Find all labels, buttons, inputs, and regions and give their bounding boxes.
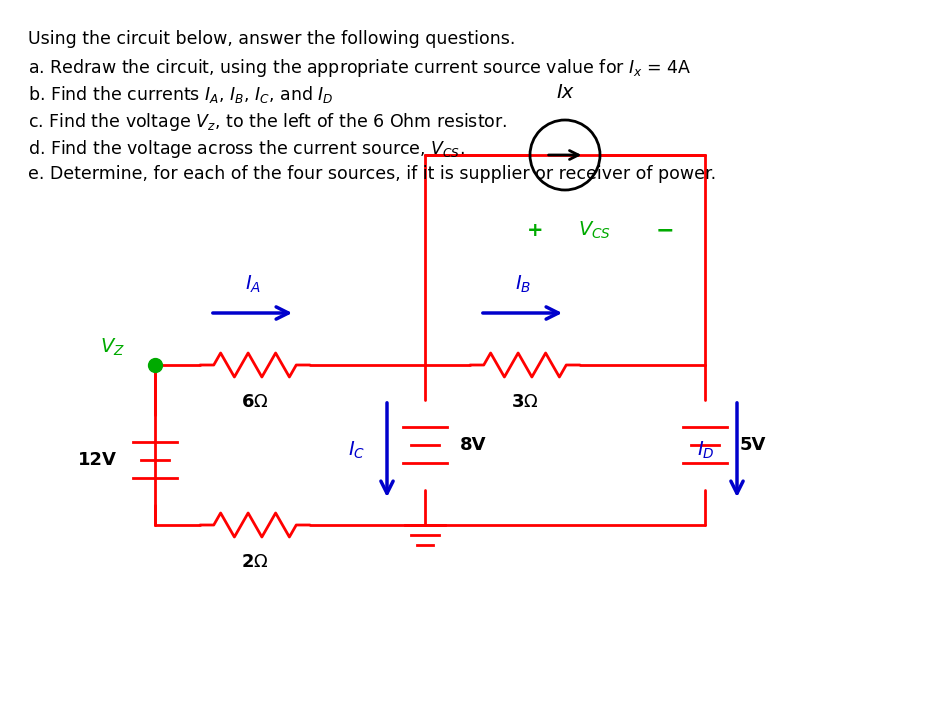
Text: $I_A$: $I_A$ [245,273,261,295]
Text: e. Determine, for each of the four sources, if it is supplier or receiver of pow: e. Determine, for each of the four sourc… [28,165,716,183]
Text: $V_Z$: $V_Z$ [100,337,125,358]
Text: $I_D$: $I_D$ [697,439,715,461]
Text: $V_{CS}$: $V_{CS}$ [578,219,611,241]
Text: Using the circuit below, answer the following questions.: Using the circuit below, answer the foll… [28,30,516,48]
Text: 5V: 5V [740,436,766,454]
Text: Ix: Ix [556,83,573,102]
Text: +: + [527,221,543,239]
Text: a. Redraw the circuit, using the appropriate current source value for $\mathit{I: a. Redraw the circuit, using the appropr… [28,57,692,79]
Text: c. Find the voltage $\mathit{V_z}$, to the left of the 6 Ohm resistor.: c. Find the voltage $\mathit{V_z}$, to t… [28,111,507,133]
Text: 12V: 12V [79,451,117,469]
Text: $I_C$: $I_C$ [348,439,365,461]
Text: 6$\Omega$: 6$\Omega$ [241,393,269,411]
Text: −: − [656,220,674,240]
Text: d. Find the voltage across the current source, $\mathit{V_{CS}}$.: d. Find the voltage across the current s… [28,138,464,160]
Text: 8V: 8V [460,436,486,454]
Text: b. Find the currents $\mathit{I_A}$, $\mathit{I_B}$, $\mathit{I_C}$, and $\mathi: b. Find the currents $\mathit{I_A}$, $\m… [28,84,334,105]
Text: 2$\Omega$: 2$\Omega$ [241,553,269,571]
Text: $I_B$: $I_B$ [515,273,531,295]
Text: 3$\Omega$: 3$\Omega$ [511,393,539,411]
